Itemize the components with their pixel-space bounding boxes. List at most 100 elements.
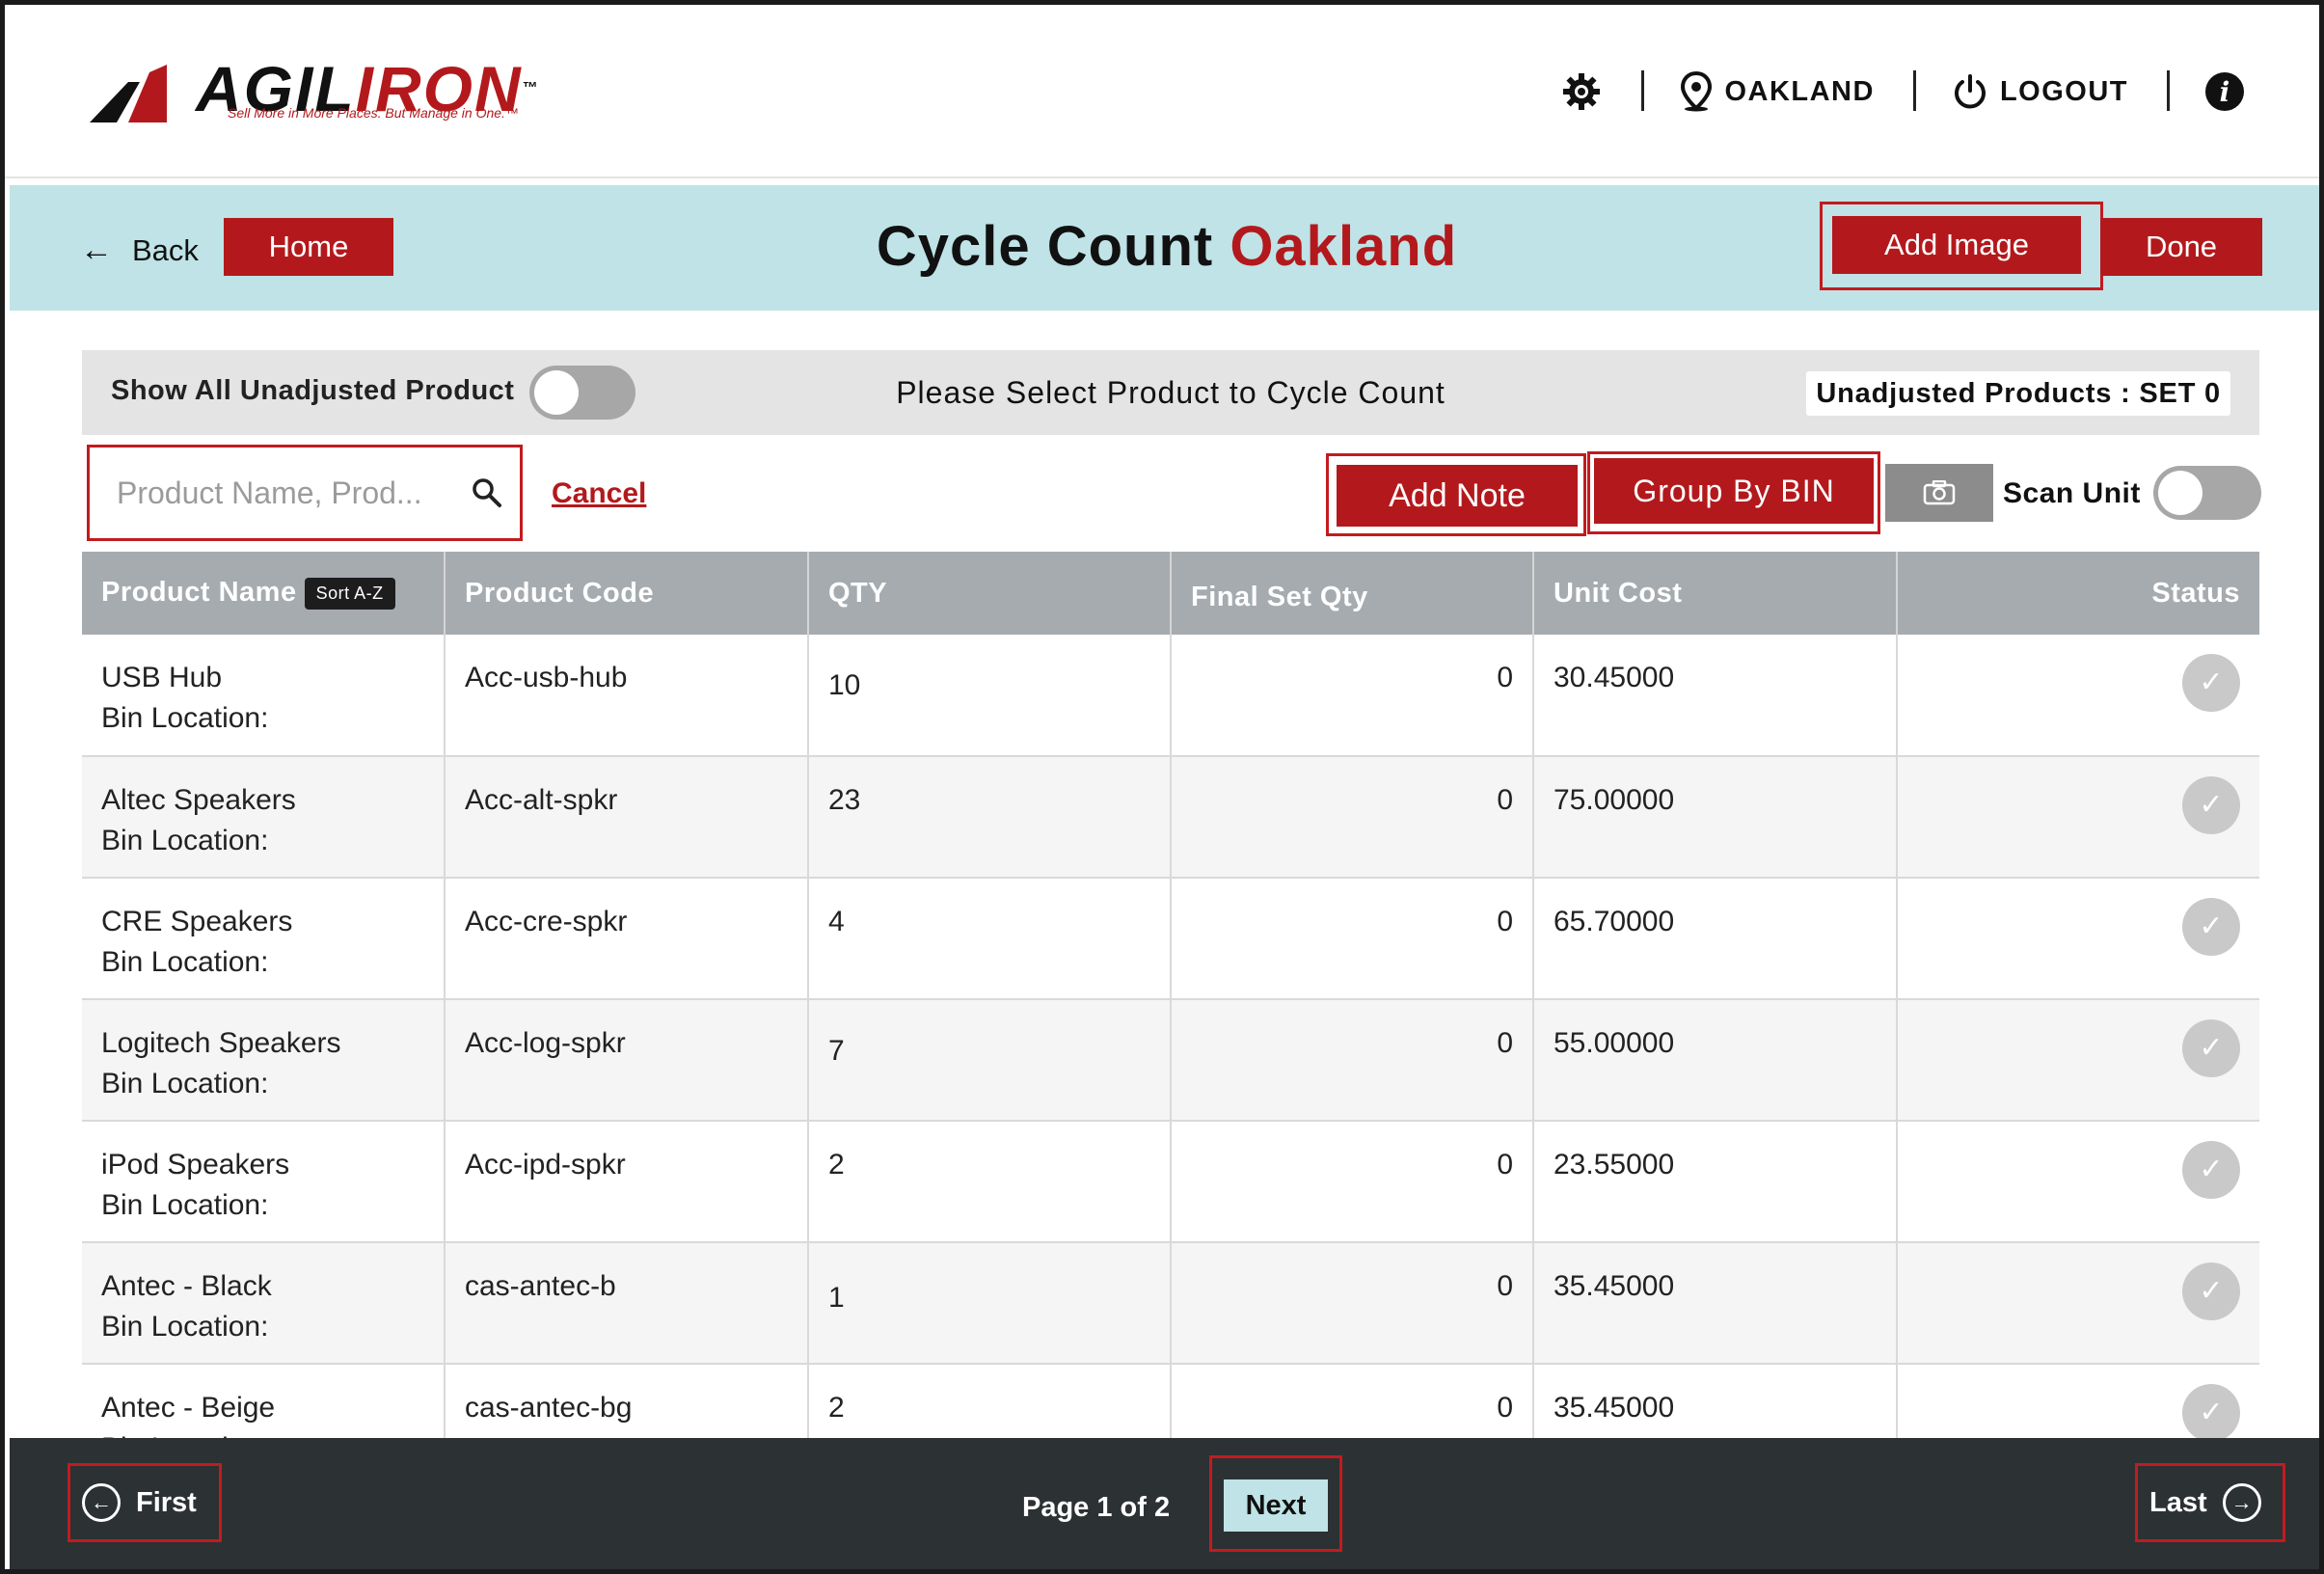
product-code-cell: Acc-log-spkr <box>445 999 809 1122</box>
back-button[interactable]: ← Back <box>80 231 199 269</box>
first-page-button[interactable]: ← First <box>68 1463 222 1542</box>
column-header-product-name[interactable]: Product Name Sort A-Z <box>82 552 446 635</box>
product-code-cell: cas-antec-bg <box>445 1364 809 1438</box>
group-by-bin-highlight: Group By BIN <box>1587 451 1880 534</box>
gear-icon <box>1563 73 1601 110</box>
add-note-highlight: Add Note <box>1326 453 1586 536</box>
final-set-qty-cell: 0 <box>1171 756 1534 879</box>
logout-button[interactable]: LOGOUT <box>1912 63 2167 121</box>
final-set-qty-cell: 0 <box>1171 1121 1534 1243</box>
qty-cell[interactable]: 4 <box>808 878 1172 1000</box>
status-check-icon[interactable]: ✓ <box>2182 1262 2240 1320</box>
sort-az-button[interactable]: Sort A-Z <box>304 577 395 610</box>
table-row[interactable]: iPod Speakers Bin Location: Acc-ipd-spkr … <box>82 1121 2259 1243</box>
qty-cell[interactable]: 2 <box>808 1364 1172 1438</box>
product-name-cell: iPod Speakers Bin Location: <box>82 1121 446 1243</box>
add-image-button[interactable]: Add Image <box>1832 216 2081 274</box>
unit-cost-cell: 30.45000 <box>1533 635 1898 757</box>
product-name-cell: USB Hub Bin Location: <box>82 635 446 757</box>
location-pin-icon <box>1681 71 1713 112</box>
qty-cell[interactable]: 2 <box>808 1121 1172 1243</box>
settings-button[interactable] <box>1522 63 1641 121</box>
group-by-bin-button[interactable]: Group By BIN <box>1594 458 1874 524</box>
status-check-icon[interactable]: ✓ <box>2182 776 2240 834</box>
next-page-button[interactable]: Next <box>1224 1479 1328 1532</box>
product-code-cell: Acc-cre-spkr <box>445 878 809 1000</box>
unadjusted-products-badge: Unadjusted Products : SET 0 <box>1806 371 2230 416</box>
select-product-message: Please Select Product to Cycle Count <box>896 375 1446 410</box>
unit-cost-cell: 35.45000 <box>1533 1242 1898 1365</box>
show-all-unadjusted-label: Show All Unadjusted Product <box>111 375 515 406</box>
table-row[interactable]: Antec - Black Bin Location: cas-antec-b 1… <box>82 1242 2259 1365</box>
status-check-icon[interactable]: ✓ <box>2182 1141 2240 1199</box>
camera-button[interactable] <box>1885 464 1993 522</box>
scan-unit-toggle[interactable] <box>2153 466 2261 520</box>
filter-bar: Show All Unadjusted Product Please Selec… <box>82 350 2259 435</box>
location-selector[interactable]: OAKLAND <box>1641 63 1913 121</box>
next-highlight: Next <box>1209 1455 1342 1552</box>
cancel-link[interactable]: Cancel <box>552 477 647 509</box>
status-cell: ✓ <box>1897 635 2259 757</box>
search-icon[interactable] <box>471 476 503 509</box>
info-button[interactable]: i <box>2167 63 2319 121</box>
arrow-left-icon: ← <box>80 231 113 268</box>
last-page-button[interactable]: Last → <box>2135 1463 2285 1542</box>
status-cell: ✓ <box>1897 1242 2259 1365</box>
product-name-cell: Altec Speakers Bin Location: <box>82 756 446 879</box>
product-code-cell: cas-antec-b <box>445 1242 809 1365</box>
table-row[interactable]: Altec Speakers Bin Location: Acc-alt-spkr… <box>82 756 2259 879</box>
page-indicator: Page 1 of 2 <box>1022 1492 1171 1523</box>
product-name: iPod Speakers <box>101 1149 290 1180</box>
arrow-left-circle-icon: ← <box>82 1483 121 1522</box>
status-check-icon[interactable]: ✓ <box>2182 1019 2240 1077</box>
unit-cost-cell: 55.00000 <box>1533 999 1898 1122</box>
page-title: Cycle Count Oakland <box>876 215 1458 278</box>
final-set-qty-cell: 0 <box>1171 999 1534 1122</box>
unit-cost-cell: 75.00000 <box>1533 756 1898 879</box>
table-row[interactable]: Antec - BeigeBin Location: cas-antec-bg … <box>82 1364 2259 1438</box>
done-button[interactable]: Done <box>2100 218 2262 276</box>
product-name-cell: Antec - Black Bin Location: <box>82 1242 446 1365</box>
home-button[interactable]: Home <box>224 218 393 276</box>
status-cell: ✓ <box>1897 756 2259 879</box>
status-check-icon[interactable]: ✓ <box>2182 654 2240 712</box>
qty-cell[interactable]: 10 <box>808 635 1172 757</box>
column-header-unit-cost: Unit Cost <box>1533 552 1898 635</box>
column-header-status: Status <box>1897 552 2259 635</box>
cycle-count-table: Product Name Sort A-Z Product Code QTY Fi… <box>82 552 2259 1438</box>
product-name: Antec - Beige <box>101 1392 276 1424</box>
add-note-button[interactable]: Add Note <box>1337 465 1578 527</box>
logout-label: LOGOUT <box>1999 75 2128 107</box>
status-check-icon[interactable]: ✓ <box>2182 1384 2240 1438</box>
power-icon <box>1955 74 1986 109</box>
show-all-unadjusted-toggle[interactable] <box>529 366 635 420</box>
location-label: OAKLAND <box>1724 75 1875 107</box>
table-row[interactable]: Logitech Speakers Bin Location: Acc-log-s… <box>82 999 2259 1122</box>
product-name: CRE Speakers <box>101 906 293 937</box>
search-highlight <box>87 445 523 541</box>
product-code-cell: Acc-ipd-spkr <box>445 1121 809 1243</box>
scan-unit-label: Scan Unit <box>2003 477 2141 509</box>
logo-wordmark: AGILIRON™ <box>196 53 540 124</box>
qty-cell[interactable]: 7 <box>808 999 1172 1122</box>
bin-location-label: Bin Location: <box>101 946 269 978</box>
search-input[interactable] <box>99 457 509 529</box>
agiliron-logo[interactable]: AGILIRON™ Sell More in More Places. But … <box>90 55 538 132</box>
product-code-cell: Acc-alt-spkr <box>445 756 809 879</box>
table-row[interactable]: CRE Speakers Bin Location: Acc-cre-spkr 4… <box>82 878 2259 1000</box>
logo-tagline: Sell More in More Places. But Manage in … <box>228 105 519 121</box>
final-set-qty-cell: 0 <box>1171 635 1534 757</box>
unit-cost-cell: 23.55000 <box>1533 1121 1898 1243</box>
info-icon: i <box>2205 72 2244 111</box>
top-header: AGILIRON™ Sell More in More Places. But … <box>5 5 2319 178</box>
back-label: Back <box>132 232 199 267</box>
qty-cell[interactable]: 1 <box>808 1242 1172 1365</box>
status-check-icon[interactable]: ✓ <box>2182 898 2240 956</box>
table-header-row: Product Name Sort A-Z Product Code QTY Fi… <box>82 552 2259 635</box>
toggle-knob <box>2158 471 2202 515</box>
product-code-cell: Acc-usb-hub <box>445 635 809 757</box>
column-header-qty: QTY <box>808 552 1172 635</box>
table-row[interactable]: USB Hub Bin Location: Acc-usb-hub 10 0 30… <box>82 635 2259 757</box>
qty-cell[interactable]: 23 <box>808 756 1172 879</box>
